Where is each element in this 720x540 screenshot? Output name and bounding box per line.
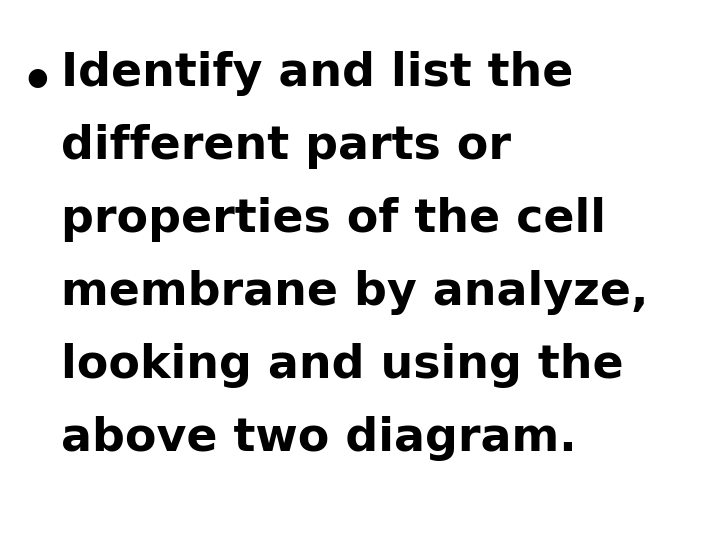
Text: properties of the cell: properties of the cell (61, 197, 606, 242)
Text: Identify and list the: Identify and list the (61, 51, 574, 96)
Text: membrane by analyze,: membrane by analyze, (61, 270, 649, 315)
Text: above two diagram.: above two diagram. (61, 416, 577, 461)
Text: •: • (20, 57, 54, 109)
Text: looking and using the: looking and using the (61, 343, 624, 388)
Text: different parts or: different parts or (61, 124, 511, 169)
